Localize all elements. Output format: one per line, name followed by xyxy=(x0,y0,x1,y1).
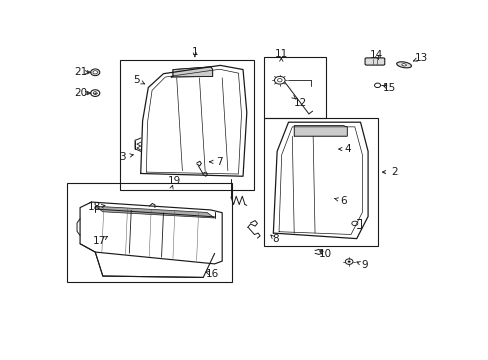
Text: 2: 2 xyxy=(390,167,397,177)
Text: 1: 1 xyxy=(191,46,198,57)
Text: 8: 8 xyxy=(271,234,278,244)
Text: 5: 5 xyxy=(133,75,139,85)
Text: 13: 13 xyxy=(414,53,427,63)
Text: 3: 3 xyxy=(119,152,125,162)
Text: 19: 19 xyxy=(167,176,180,186)
Ellipse shape xyxy=(401,64,406,66)
Ellipse shape xyxy=(396,62,410,68)
Text: 12: 12 xyxy=(293,98,306,108)
Text: 20: 20 xyxy=(74,88,87,98)
Circle shape xyxy=(347,261,350,263)
Text: 18: 18 xyxy=(88,202,101,212)
Text: 16: 16 xyxy=(205,269,219,279)
Polygon shape xyxy=(171,67,212,77)
Bar xyxy=(67,183,231,282)
Text: 4: 4 xyxy=(343,144,350,154)
Text: 14: 14 xyxy=(369,50,382,60)
Text: 10: 10 xyxy=(319,249,331,260)
Bar xyxy=(120,60,254,190)
Text: 6: 6 xyxy=(340,195,346,206)
Text: 17: 17 xyxy=(93,237,106,246)
Text: 15: 15 xyxy=(382,82,395,93)
Text: 7: 7 xyxy=(216,157,223,167)
Polygon shape xyxy=(95,206,214,218)
Text: 11: 11 xyxy=(274,49,287,59)
Polygon shape xyxy=(294,126,346,136)
Bar xyxy=(264,57,326,118)
Text: 9: 9 xyxy=(360,260,367,270)
Text: 21: 21 xyxy=(74,67,87,77)
Bar xyxy=(264,118,377,246)
FancyBboxPatch shape xyxy=(365,58,384,65)
